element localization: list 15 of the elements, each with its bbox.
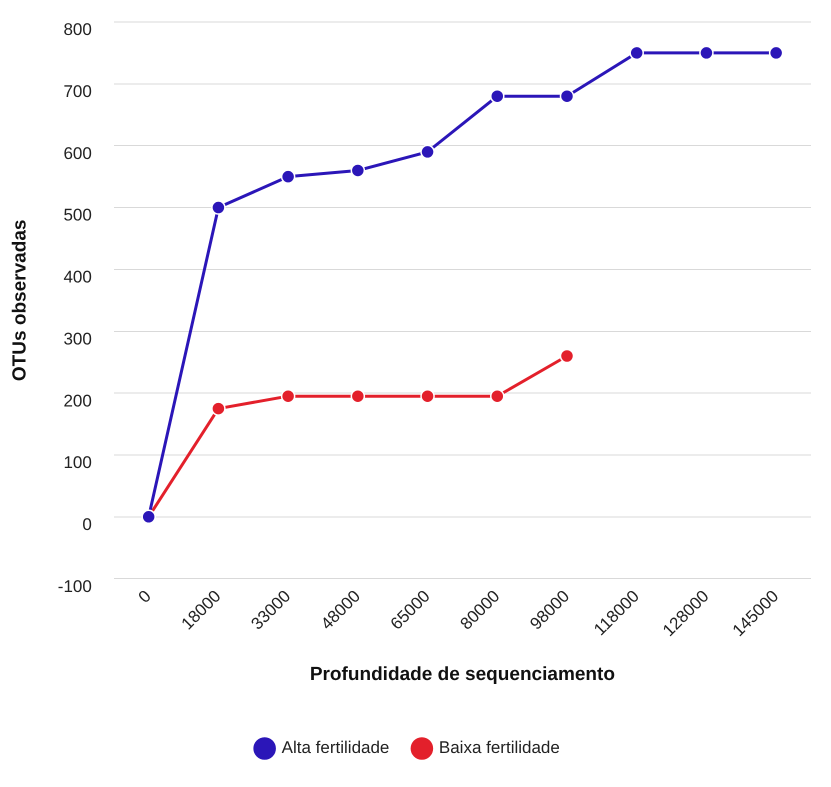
y-tick-label: 200 [63, 391, 92, 410]
y-tick-label: 600 [63, 144, 92, 163]
legend-label: Baixa fertilidade [438, 738, 560, 758]
legend-label: Alta fertilidade [282, 738, 390, 758]
y-tick-label: 400 [63, 268, 92, 287]
y-tick-label: 500 [63, 206, 92, 225]
x-axis-title: Profundidade de sequenciamento [310, 664, 615, 685]
y-tick-label: 300 [63, 329, 92, 348]
y-tick-label: 800 [63, 20, 92, 40]
y-tick-label: 700 [63, 82, 92, 102]
y-axis-title: OTUs observadas [10, 220, 31, 382]
y-tick-label: 0 [82, 515, 92, 534]
y-tick-label: -100 [58, 576, 92, 596]
y-tick-label: 100 [63, 453, 92, 472]
x-tick-label: 0 [134, 586, 155, 607]
